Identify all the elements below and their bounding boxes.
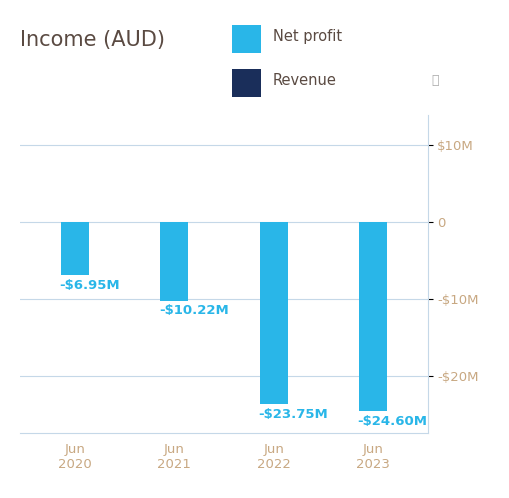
Bar (160, 222, 188, 301)
Text: -$6.95M: -$6.95M (60, 279, 120, 292)
FancyBboxPatch shape (232, 69, 261, 97)
Text: -$10.22M: -$10.22M (159, 304, 229, 317)
Bar (359, 222, 387, 411)
Text: -$24.60M: -$24.60M (358, 415, 428, 428)
Text: ⓘ: ⓘ (432, 74, 439, 87)
Text: -$23.75M: -$23.75M (259, 408, 328, 421)
Text: Income (AUD): Income (AUD) (20, 30, 165, 50)
Bar (61, 222, 89, 275)
Bar (260, 222, 288, 404)
Text: Net profit: Net profit (273, 29, 342, 44)
FancyBboxPatch shape (232, 25, 261, 53)
Text: Revenue: Revenue (273, 73, 336, 88)
